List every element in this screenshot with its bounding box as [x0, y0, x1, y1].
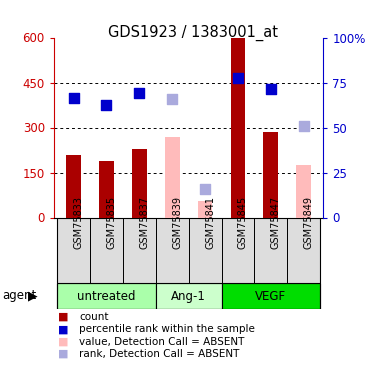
- Bar: [132, 148, 147, 217]
- Bar: [165, 136, 180, 218]
- Text: GSM75845: GSM75845: [238, 195, 248, 249]
- Text: GSM75837: GSM75837: [139, 195, 149, 249]
- Text: GSM75835: GSM75835: [107, 195, 117, 249]
- Text: GSM75841: GSM75841: [205, 196, 215, 249]
- Bar: [231, 38, 245, 218]
- Point: [70, 94, 77, 100]
- Text: value, Detection Call = ABSENT: value, Detection Call = ABSENT: [79, 337, 244, 346]
- Text: ■: ■: [58, 324, 68, 334]
- Text: GSM75839: GSM75839: [172, 196, 182, 249]
- Point: [136, 90, 142, 96]
- Bar: [198, 201, 213, 217]
- Bar: [66, 154, 81, 218]
- Text: GSM75833: GSM75833: [74, 196, 84, 249]
- Point: [301, 123, 307, 129]
- Text: GSM75847: GSM75847: [271, 195, 281, 249]
- Bar: [189, 217, 221, 283]
- Text: GSM75849: GSM75849: [304, 196, 314, 249]
- Text: ■: ■: [58, 312, 68, 322]
- Point: [104, 102, 110, 108]
- Bar: [123, 217, 156, 283]
- Bar: [57, 217, 90, 283]
- Bar: [57, 283, 156, 309]
- Text: GDS1923 / 1383001_at: GDS1923 / 1383001_at: [107, 24, 278, 40]
- Text: percentile rank within the sample: percentile rank within the sample: [79, 324, 255, 334]
- Text: VEGF: VEGF: [255, 290, 286, 303]
- Text: rank, Detection Call = ABSENT: rank, Detection Call = ABSENT: [79, 349, 239, 359]
- Bar: [99, 160, 114, 218]
- Bar: [287, 217, 320, 283]
- Bar: [156, 217, 189, 283]
- Bar: [156, 283, 221, 309]
- Text: Ang-1: Ang-1: [171, 290, 206, 303]
- Point: [169, 96, 175, 102]
- Point: [202, 186, 208, 192]
- Bar: [90, 217, 123, 283]
- Text: ■: ■: [58, 337, 68, 346]
- Text: agent: agent: [2, 289, 36, 302]
- Bar: [221, 217, 254, 283]
- Text: untreated: untreated: [77, 290, 136, 303]
- Bar: [296, 165, 311, 218]
- Bar: [263, 132, 278, 218]
- Text: count: count: [79, 312, 109, 322]
- Point: [268, 86, 274, 92]
- Text: ▶: ▶: [28, 290, 38, 302]
- Text: ■: ■: [58, 349, 68, 359]
- Bar: [221, 283, 320, 309]
- Point: [235, 75, 241, 81]
- Bar: [254, 217, 287, 283]
